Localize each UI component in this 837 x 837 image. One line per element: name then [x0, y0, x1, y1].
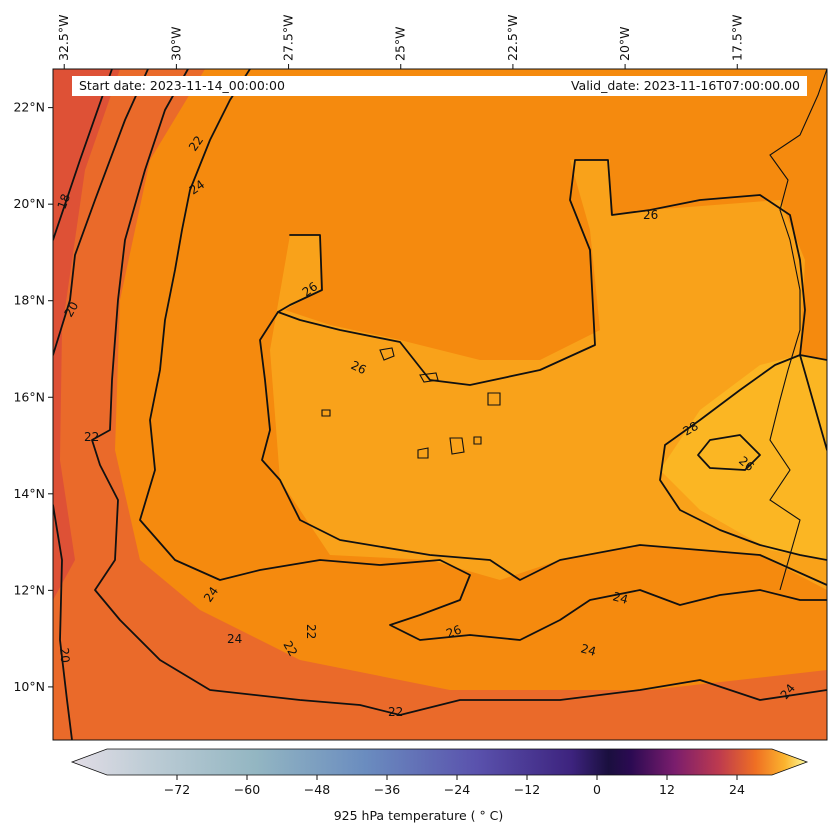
temperature-field-cold-core	[53, 69, 120, 600]
longitude-axis: 32.5°W 30°W 27.5°W 25°W 22.5°W 20°W 17.5°W	[56, 15, 744, 69]
longitude-tick-label: 25°W	[393, 26, 408, 61]
colorbar-tick-label: 24	[729, 782, 745, 797]
colorbar: −72 −60 −48 −36 −24 −12 0 12 24	[70, 748, 809, 797]
contour-label: 20	[57, 647, 72, 663]
contour-label: 22	[304, 624, 318, 639]
colorbar-gradient	[70, 748, 809, 776]
valid-date: Valid_date: 2023-11-16T07:00:00.00	[570, 78, 800, 93]
african-coastline	[769, 69, 827, 591]
colorbar-tick-label: −72	[164, 782, 190, 797]
contour-18	[53, 69, 113, 241]
contour-label: 24	[227, 632, 242, 646]
island-coastline	[449, 437, 465, 455]
temperature-field-hot-spot	[660, 355, 827, 560]
contour-label: 22	[84, 430, 99, 444]
longitude-tick-label: 22.5°W	[505, 15, 520, 61]
contour-28	[659, 354, 827, 561]
contour-20	[53, 69, 149, 356]
longitude-tick-label: 20°W	[617, 26, 632, 61]
colorbar-ticks: −72 −60 −48 −36 −24 −12 0 12 24	[164, 775, 745, 797]
latitude-axis: 22°N 20°N 18°N 16°N 14°N 12°N 10°N	[13, 100, 53, 694]
colorbar-tick-label: 12	[659, 782, 675, 797]
contour-label: 26	[444, 622, 463, 640]
map-frame	[52, 68, 828, 741]
colorbar-tick-label: 0	[593, 782, 601, 797]
latitude-tick-label: 18°N	[13, 293, 45, 308]
contour-label: 26	[349, 358, 369, 377]
longitude-tick-label: 32.5°W	[56, 15, 71, 61]
island-coastline	[321, 409, 331, 417]
island-coastline	[417, 447, 429, 459]
contour-label: 22	[388, 705, 403, 719]
island-coastline	[419, 372, 439, 383]
contour-28-inner	[697, 434, 761, 471]
contour-26-inner	[259, 311, 827, 586]
contour-label: 18	[55, 192, 73, 211]
contour-24	[139, 69, 827, 641]
longitude-tick-label: 17.5°W	[729, 15, 744, 61]
colorbar-tick-label: −12	[514, 782, 540, 797]
colorbar-tick-label: −36	[374, 782, 400, 797]
start-date: Start date: 2023-11-14_00:00:00	[79, 78, 285, 93]
longitude-tick-label: 27.5°W	[281, 15, 296, 61]
latitude-tick-label: 22°N	[13, 100, 45, 115]
contour-label: 24	[579, 641, 597, 658]
latitude-tick-label: 16°N	[13, 389, 45, 404]
contour-lines	[53, 69, 827, 740]
longitude-tick-label: 30°W	[168, 26, 183, 61]
latitude-tick-label: 12°N	[13, 582, 45, 597]
date-info-box: Start date: 2023-11-14_00:00:00 Valid_da…	[72, 76, 807, 96]
colorbar-tick-label: −48	[304, 782, 330, 797]
map-panel	[53, 69, 827, 740]
colorbar-tick-label: −24	[444, 782, 470, 797]
island-coastline	[487, 392, 501, 406]
latitude-tick-label: 10°N	[13, 679, 45, 694]
contour-label: 24	[611, 589, 629, 606]
contour-label: 28	[681, 419, 701, 439]
latitude-tick-label: 14°N	[13, 486, 45, 501]
contour-20-south	[53, 504, 73, 740]
contour-label: 22	[280, 639, 300, 659]
island-coastline	[473, 436, 482, 445]
island-coastline	[379, 347, 395, 361]
colorbar-tick-label: −60	[234, 782, 260, 797]
temperature-field-west-band	[53, 69, 827, 740]
contour-label: 26	[643, 208, 658, 222]
latitude-tick-label: 20°N	[13, 196, 45, 211]
contour-label: 20	[61, 299, 81, 319]
contour-label-group: 18 20 22 22 24 26 26 26 28 26 24 24 22 2…	[55, 133, 798, 719]
contour-22	[91, 69, 827, 716]
colorbar-label: 925 hPa temperature ( ° C)	[333, 808, 504, 823]
